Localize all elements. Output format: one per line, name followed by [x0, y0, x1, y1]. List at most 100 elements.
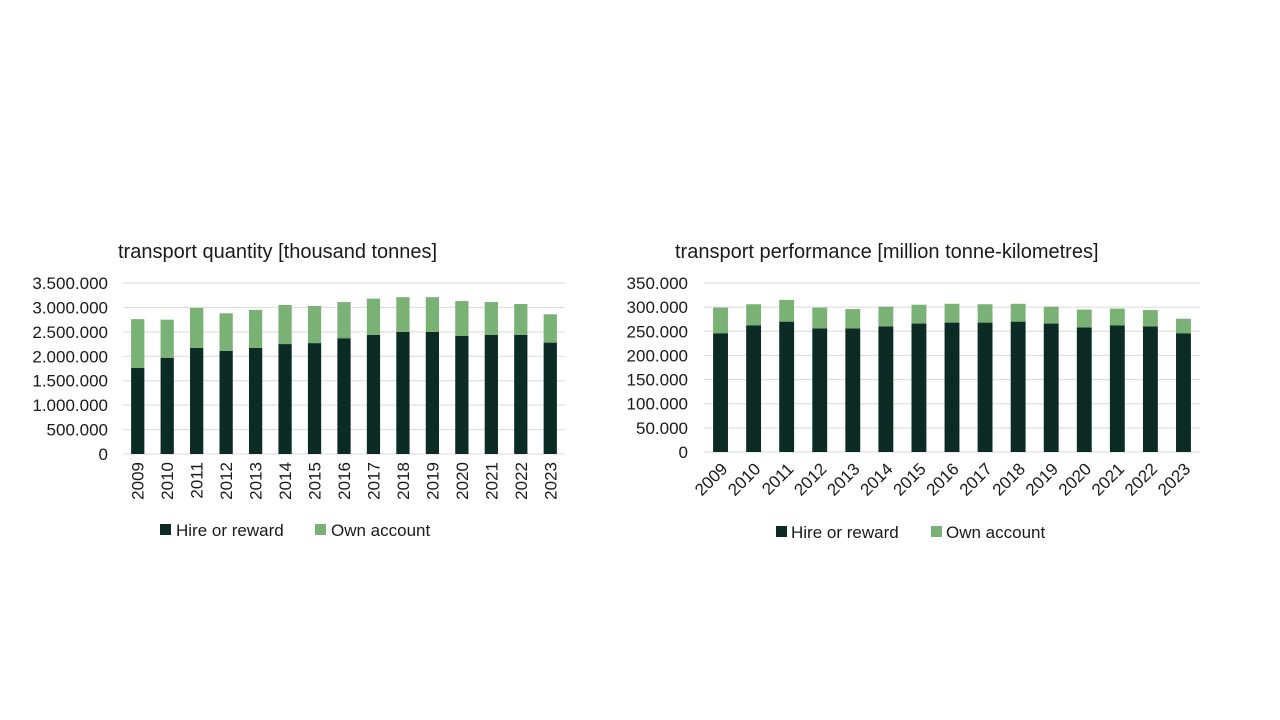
x-tick-label: 2016	[923, 459, 963, 499]
y-tick-label: 0	[679, 443, 688, 462]
x-tick-label: 2022	[512, 462, 531, 500]
legend: Hire or reward Own account	[776, 523, 1045, 542]
bar-hire-or-reward	[455, 335, 469, 454]
y-tick-label: 500.000	[47, 421, 108, 440]
bar-hire-or-reward	[190, 347, 204, 454]
bar-own-account	[190, 307, 204, 348]
x-tick-label: 2023	[541, 462, 560, 500]
bar-hire-or-reward	[131, 368, 145, 454]
bar-own-account	[1176, 318, 1191, 334]
bar-hire-or-reward	[713, 333, 728, 452]
x-tick-label: 2011	[758, 459, 797, 498]
bar-own-account	[425, 297, 440, 332]
x-tick-label: 2017	[956, 459, 996, 499]
bar-hire-or-reward	[1142, 326, 1158, 452]
bar-own-account	[1076, 309, 1092, 328]
y-tick-label: 1.000.000	[32, 396, 108, 415]
bar-hire-or-reward	[543, 342, 557, 454]
bar-hire-or-reward	[425, 331, 440, 454]
plot-area: 0 50.000 100.000 150.000 200.000 250.000 300.0…	[627, 274, 1200, 500]
x-tick-label: 2011	[188, 462, 207, 499]
bar-hire-or-reward	[1010, 321, 1026, 452]
bar-hire-or-reward	[366, 334, 381, 454]
bar-own-account	[543, 314, 557, 343]
bar-hire-or-reward	[278, 344, 292, 454]
bar-hire-or-reward	[812, 328, 828, 452]
y-tick-label: 50.000	[636, 419, 688, 438]
bar-hire-or-reward	[878, 326, 894, 452]
bar-hire-or-reward	[514, 334, 528, 454]
bar-own-account	[160, 319, 174, 358]
x-tick-label: 2010	[724, 459, 764, 499]
x-tick-label: 2012	[217, 462, 236, 500]
legend: Hire or reward Own account	[160, 521, 430, 540]
x-tick-label: 2009	[691, 459, 731, 499]
x-tick-label: 2010	[158, 462, 177, 500]
bar-hire-or-reward	[1043, 323, 1059, 452]
x-tick-label: 2019	[423, 462, 442, 500]
y-tick-label: 2.000.000	[32, 347, 108, 366]
bar-hire-or-reward	[944, 322, 960, 452]
x-tick-label: 2013	[247, 462, 266, 500]
bar-own-account	[1142, 310, 1158, 327]
x-tick-label: 2016	[335, 462, 354, 500]
bar-hire-or-reward	[484, 334, 498, 454]
x-tick-label: 2020	[453, 462, 472, 500]
bar-own-account	[1043, 306, 1059, 324]
x-tick-label: 2014	[857, 459, 897, 499]
bar-hire-or-reward	[1076, 327, 1092, 452]
y-tick-label: 1.500.000	[32, 372, 108, 391]
bar-own-account	[1010, 303, 1026, 322]
bar-own-account	[248, 309, 263, 348]
bar-own-account	[396, 297, 410, 332]
legend-label-hire-or-reward: Hire or reward	[176, 521, 284, 540]
bar-own-account	[337, 302, 351, 339]
bar-own-account	[812, 307, 828, 329]
x-tick-label: 2021	[482, 462, 501, 500]
bar-own-account	[878, 306, 894, 327]
legend-label-own-account: Own account	[946, 523, 1045, 542]
bar-hire-or-reward	[746, 325, 762, 452]
bar-hire-or-reward	[1109, 325, 1125, 452]
bar-hire-or-reward	[160, 357, 174, 454]
chart-performance: transport performance [million tonne-kil…	[627, 241, 1200, 542]
x-tick-label: 2019	[1022, 459, 1062, 499]
y-tick-label: 3.000.000	[32, 298, 108, 317]
legend-label-own-account: Own account	[331, 521, 430, 540]
legend-swatch-hire-or-reward	[776, 526, 787, 537]
bar-own-account	[514, 304, 528, 335]
bar-own-account	[455, 301, 469, 336]
legend-label-hire-or-reward: Hire or reward	[791, 523, 899, 542]
x-tick-label: 2017	[364, 462, 383, 500]
bar-own-account	[484, 302, 498, 335]
x-tick-label: 2018	[394, 462, 413, 500]
legend-swatch-hire-or-reward	[160, 524, 171, 535]
bar-own-account	[845, 309, 861, 329]
bar-own-account	[746, 304, 762, 326]
bar-hire-or-reward	[977, 322, 993, 452]
chart-title: transport performance [million tonne-kil…	[675, 241, 1099, 263]
y-tick-label: 300.000	[627, 298, 688, 317]
y-tick-label: 250.000	[627, 322, 688, 341]
bar-hire-or-reward	[307, 343, 322, 454]
bar-own-account	[219, 313, 233, 351]
legend-swatch-own-account	[931, 526, 942, 537]
bar-own-account	[307, 305, 322, 344]
bar-hire-or-reward	[1176, 333, 1191, 452]
y-tick-label: 100.000	[627, 395, 688, 414]
bar-own-account	[779, 299, 795, 322]
chart-title: transport quantity [thousand tonnes]	[118, 241, 437, 263]
plot-area: 0 500.000 1.000.000 1.500.000 2.000.000 2.500…	[32, 274, 565, 500]
bar-hire-or-reward	[396, 331, 410, 454]
y-tick-label: 3.500.000	[32, 274, 108, 293]
x-tick-label: 2015	[306, 462, 325, 500]
x-tick-label: 2022	[1121, 459, 1161, 499]
bar-own-account	[713, 307, 728, 334]
y-tick-label: 150.000	[627, 371, 688, 390]
bar-own-account	[1109, 308, 1125, 326]
bar-own-account	[944, 303, 960, 323]
bar-hire-or-reward	[337, 338, 351, 454]
x-tick-label: 2009	[129, 462, 148, 500]
bar-hire-or-reward	[845, 328, 861, 452]
bar-own-account	[911, 304, 927, 324]
